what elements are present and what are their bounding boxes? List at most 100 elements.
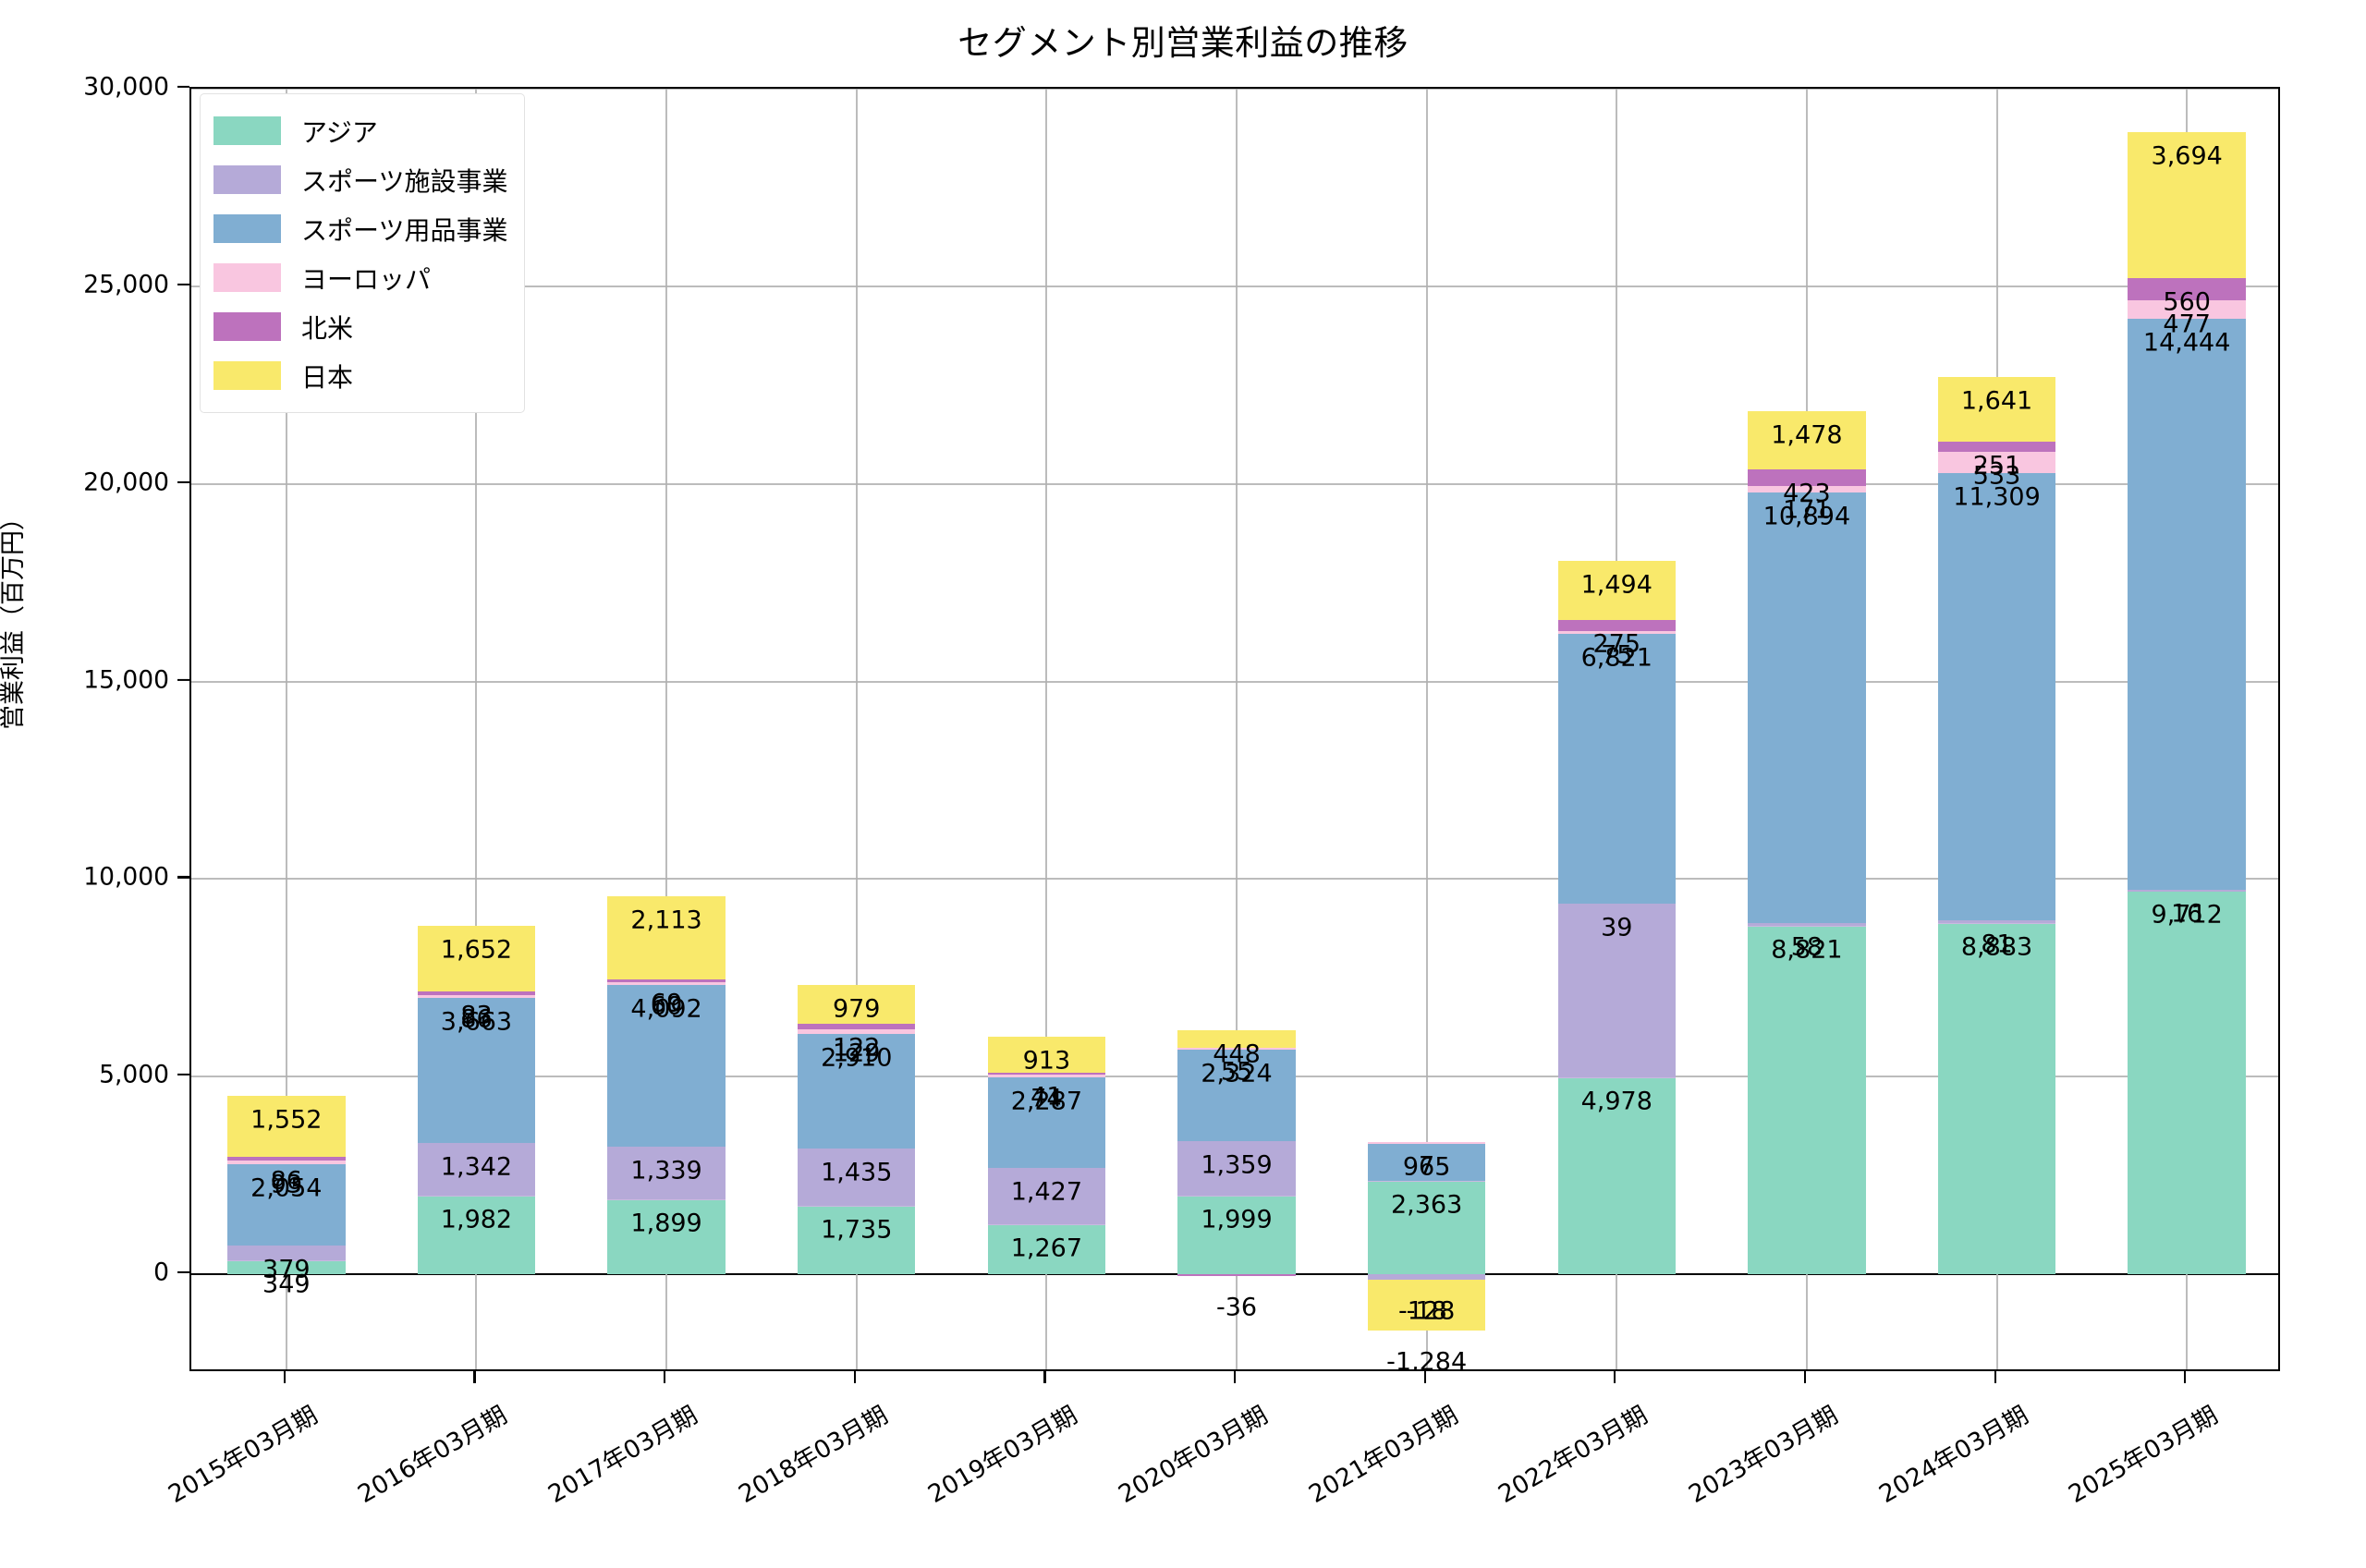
bar-group[interactable]: [417, 89, 536, 1369]
legend-item-3[interactable]: ヨーロッパ: [213, 253, 507, 302]
bar-segment[interactable]: [417, 1142, 536, 1197]
bar-segment[interactable]: [1367, 1181, 1486, 1275]
gridline-vertical: [855, 89, 858, 1369]
bar-segment[interactable]: [607, 979, 726, 982]
bar-segment[interactable]: [987, 1223, 1106, 1275]
bar-segment[interactable]: [1937, 919, 2056, 924]
bar-group[interactable]: [1367, 89, 1486, 1369]
legend-item-2[interactable]: スポーツ用品事業: [213, 204, 507, 253]
bar-segment[interactable]: [417, 991, 536, 995]
bar-group[interactable]: [607, 89, 726, 1369]
bar-segment[interactable]: [1937, 442, 2056, 453]
legend-item-5[interactable]: 日本: [213, 351, 507, 400]
bar-segment[interactable]: [607, 1198, 726, 1275]
gridline-vertical: [475, 89, 478, 1369]
y-axis-label: 営業利益（百万円）: [0, 505, 28, 730]
bar-segment[interactable]: [1367, 1280, 1486, 1331]
bar-segment[interactable]: [1177, 1274, 1296, 1277]
bar-segment[interactable]: [1937, 377, 2056, 443]
bar-segment[interactable]: [227, 1161, 346, 1165]
bar-segment[interactable]: [1748, 923, 1866, 926]
bar-segment[interactable]: [1557, 620, 1676, 632]
bar-segment[interactable]: [797, 985, 916, 1025]
bar-segment[interactable]: [1177, 1195, 1296, 1275]
legend-label: ヨーロッパ: [301, 263, 432, 295]
bar-segment[interactable]: [2128, 131, 2246, 278]
bar-segment[interactable]: [1557, 631, 1676, 635]
bar-segment[interactable]: [1177, 1050, 1296, 1142]
bar-segment[interactable]: [797, 1024, 916, 1029]
y-tick-mark: [177, 876, 189, 879]
x-tick-mark: [1614, 1371, 1616, 1383]
bar-segment[interactable]: [227, 1164, 346, 1246]
bar-segment[interactable]: [1937, 452, 2056, 473]
bar-segment[interactable]: [227, 1260, 346, 1275]
bar-segment[interactable]: [227, 1096, 346, 1158]
bar-segment[interactable]: [1557, 1077, 1676, 1275]
bar-segment[interactable]: [987, 1037, 1106, 1074]
bar-segment[interactable]: [417, 994, 536, 999]
x-tick-mark: [1043, 1371, 1046, 1383]
y-tick-label: 30,000: [83, 72, 169, 102]
bar-segment[interactable]: [2128, 890, 2246, 1275]
gridline-vertical: [1236, 89, 1238, 1369]
bar-segment[interactable]: [797, 1034, 916, 1149]
chart-title: セグメント別営業利益の推移: [957, 23, 1409, 63]
gridline-vertical: [285, 89, 287, 1369]
bar-segment[interactable]: [607, 982, 726, 985]
bar-segment[interactable]: [227, 1245, 346, 1261]
bar-group[interactable]: [1557, 89, 1676, 1369]
bar-segment[interactable]: [417, 998, 536, 1143]
bar-segment[interactable]: [607, 1146, 726, 1199]
bar-segment[interactable]: [417, 1196, 536, 1275]
legend-label: 北米: [301, 312, 354, 344]
legend-label: アジア: [301, 116, 378, 148]
bar-segment[interactable]: [1177, 1029, 1296, 1048]
bar-segment[interactable]: [2128, 319, 2246, 890]
legend-item-1[interactable]: スポーツ施設事業: [213, 155, 507, 204]
y-tick-mark: [177, 283, 189, 286]
bar-group[interactable]: [227, 89, 346, 1369]
gridline-horizontal: [191, 878, 2278, 881]
bar-group[interactable]: [1748, 89, 1866, 1369]
legend-item-4[interactable]: 北米: [213, 302, 507, 351]
bar-segment[interactable]: [607, 984, 726, 1147]
bar-group[interactable]: [2128, 89, 2246, 1369]
bar-segment[interactable]: [797, 1028, 916, 1035]
bar-segment[interactable]: [1748, 486, 1866, 493]
bar-segment[interactable]: [797, 1149, 916, 1206]
y-tick-label: 10,000: [83, 862, 169, 892]
bar-segment[interactable]: [1367, 1142, 1486, 1145]
bar-segment[interactable]: [987, 1074, 1106, 1078]
bar-segment[interactable]: [987, 1073, 1106, 1076]
chart-legend: アジアスポーツ施設事業 スポーツ用品事業ヨーロッパ北米日本: [200, 93, 526, 413]
bar-segment[interactable]: [1557, 561, 1676, 621]
bar-group[interactable]: [797, 89, 916, 1369]
bar-segment[interactable]: [1748, 410, 1866, 469]
bar-segment[interactable]: [1177, 1047, 1296, 1051]
bar-group[interactable]: [1937, 89, 2056, 1369]
bar-segment[interactable]: [1557, 634, 1676, 905]
bar-segment[interactable]: [2128, 277, 2246, 300]
bar-segment[interactable]: [797, 1205, 916, 1275]
bar-segment[interactable]: [1937, 923, 2056, 1275]
bar-group[interactable]: [987, 89, 1106, 1369]
legend-swatch-icon: [213, 361, 281, 390]
bar-segment[interactable]: [987, 1077, 1106, 1168]
bar-segment[interactable]: [1557, 904, 1676, 1078]
bar-segment[interactable]: [1367, 1142, 1486, 1181]
bar-group[interactable]: [1177, 89, 1296, 1369]
bar-segment[interactable]: [1177, 1141, 1296, 1196]
bar-segment[interactable]: [1937, 473, 2056, 920]
legend-item-0[interactable]: アジア: [213, 106, 507, 155]
bar-segment[interactable]: [417, 926, 536, 991]
bar-segment[interactable]: [1367, 1274, 1486, 1280]
bar-segment[interactable]: [227, 1157, 346, 1161]
bar-segment[interactable]: [987, 1167, 1106, 1224]
bar-segment[interactable]: [2128, 890, 2246, 893]
bar-segment[interactable]: [1748, 492, 1866, 924]
bar-segment[interactable]: [2128, 299, 2246, 320]
bar-segment[interactable]: [607, 895, 726, 980]
bar-segment[interactable]: [1748, 925, 1866, 1275]
bar-segment[interactable]: [1748, 468, 1866, 487]
